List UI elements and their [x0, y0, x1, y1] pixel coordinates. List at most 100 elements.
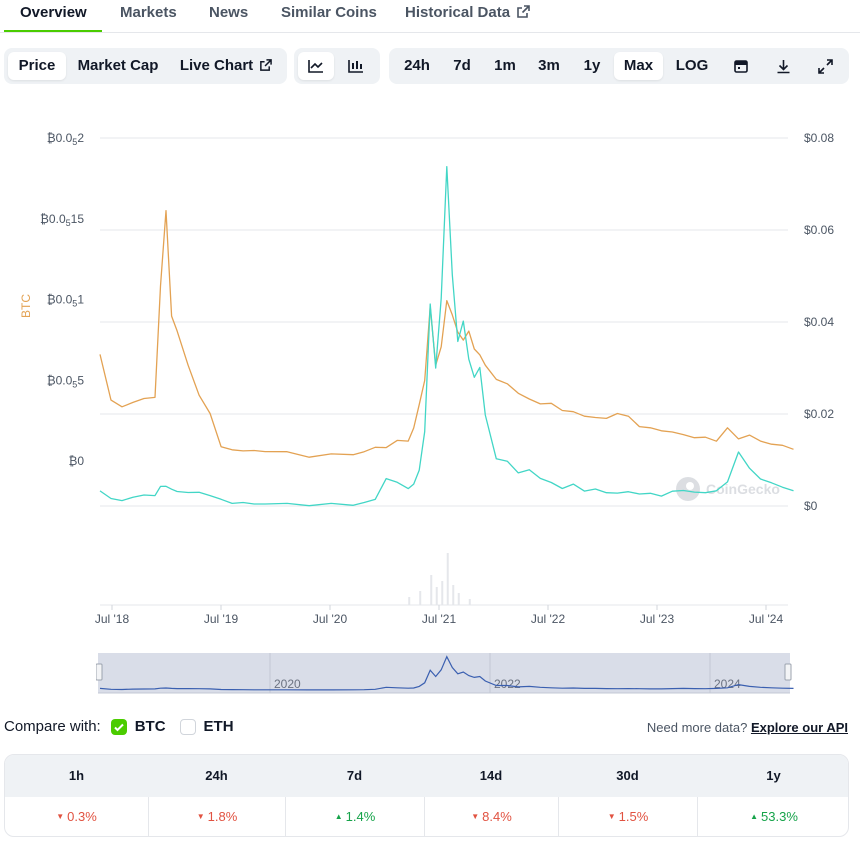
volume-bar — [435, 587, 438, 605]
down-triangle-icon: ▼ — [56, 812, 65, 821]
up-triangle-icon: ▲ — [334, 812, 343, 821]
change-1h: ▼ 0.3% — [5, 797, 148, 836]
y-left-tick-label: ₿0.051 — [47, 293, 85, 309]
live-chart-button[interactable]: Live Chart — [170, 52, 282, 80]
log-scale-button[interactable]: LOG — [675, 57, 709, 74]
navigator-line — [99, 655, 794, 691]
tab-news[interactable]: News — [209, 4, 249, 21]
price-chart[interactable]: BTC ₿0.052₿0.0515₿0.051₿0.055₿0 $0.08$0.… — [0, 120, 860, 630]
down-triangle-icon: ▼ — [607, 812, 616, 821]
x-tick-label: Jul '22 — [531, 612, 566, 626]
range-max-button[interactable]: Max — [614, 52, 663, 80]
chart-series — [99, 165, 794, 507]
compare-btc-label: BTC — [134, 718, 166, 735]
volume-bar — [441, 581, 444, 605]
time-range-toggle: 24h 7d 1m 3m 1y Max LOG — [389, 48, 849, 84]
change-7d-value: 1.4% — [345, 809, 376, 824]
y-right-tick-label: $0 — [804, 499, 818, 513]
tabs-divider — [0, 32, 860, 33]
range-24h-button[interactable]: 24h — [404, 57, 430, 74]
explore-api-link[interactable]: Explore our API — [750, 720, 848, 735]
x-tick-label: Jul '18 — [95, 612, 130, 626]
y-left-tick-label: ₿0.0515 — [40, 212, 84, 228]
x-tick-label: Jul '20 — [313, 612, 348, 626]
y-axis-title: BTC — [19, 294, 33, 318]
navigator-label-2022: 2022 — [494, 677, 521, 691]
down-triangle-icon: ▼ — [196, 812, 205, 821]
x-tick-label: Jul '19 — [204, 612, 239, 626]
series-line-0 — [99, 210, 794, 458]
compare-btc-checkbox[interactable] — [110, 718, 127, 735]
navigator-label-2024: 2024 — [714, 677, 741, 691]
y-axis-left: ₿0.052 ₿0.0515 ₿0.051 ₿0.055 ₿0 — [40, 131, 84, 468]
volume-bar — [457, 593, 460, 605]
tab-overview[interactable]: Overview — [20, 4, 87, 21]
expand-icon — [817, 58, 833, 74]
volume-bar — [408, 597, 411, 605]
x-tick-label: Jul '21 — [422, 612, 457, 626]
navigator-left-handle[interactable] — [96, 663, 103, 681]
price-change-header — [5, 755, 848, 797]
range-7d-button[interactable]: 7d — [453, 57, 471, 74]
calendar-icon — [734, 60, 748, 73]
y-right-tick-label: $0.02 — [804, 407, 834, 421]
volume-bar — [430, 575, 433, 605]
down-triangle-icon: ▼ — [471, 812, 480, 821]
market-cap-button[interactable]: Market Cap — [77, 57, 159, 74]
header-7d: 7d — [346, 768, 363, 783]
watermark-text: CoinGecko — [706, 481, 780, 497]
volume-bars — [408, 553, 471, 605]
chart-type-toggle — [294, 48, 380, 84]
x-tick-label: Jul '23 — [640, 612, 675, 626]
change-1y-value: 53.3% — [761, 809, 798, 824]
navigator-right-handle[interactable] — [784, 663, 792, 681]
x-tick-label: Jul '24 — [749, 612, 784, 626]
price-button[interactable]: Price — [8, 52, 66, 80]
change-24h: ▼ 1.8% — [148, 797, 285, 836]
y-right-tick-label: $0.08 — [804, 131, 834, 145]
tab-historical-data[interactable]: Historical Data — [405, 4, 530, 21]
external-link-icon — [517, 5, 530, 18]
change-14d: ▼ 8.4% — [424, 797, 558, 836]
range-1y-button[interactable]: 1y — [583, 57, 601, 74]
chart-gridlines — [100, 137, 788, 606]
live-chart-label: Live Chart — [179, 57, 254, 74]
line-chart-button[interactable] — [298, 52, 334, 80]
compare-label: Compare with: — [4, 718, 101, 735]
change-24h-value: 1.8% — [207, 809, 238, 824]
download-icon — [777, 59, 789, 73]
change-30d-value: 1.5% — [618, 809, 649, 824]
data-type-toggle: Price Market Cap Live Chart — [4, 48, 287, 84]
coingecko-watermark: CoinGecko — [676, 477, 780, 501]
header-1y: 1y — [766, 768, 781, 783]
volume-bar — [452, 585, 455, 605]
external-link-icon — [260, 59, 272, 71]
api-promo: Need more data? Explore our API — [647, 720, 848, 735]
range-1m-button[interactable]: 1m — [494, 57, 516, 74]
header-14d: 14d — [479, 768, 503, 783]
y-axis-right: $0.08 $0.06 $0.04 $0.02 $0 — [804, 131, 834, 513]
candlestick-chart-button[interactable] — [338, 52, 374, 80]
fullscreen-button[interactable] — [807, 52, 843, 80]
download-button[interactable] — [765, 52, 801, 80]
check-icon — [113, 723, 124, 731]
active-tab-indicator — [4, 30, 102, 32]
range-3m-button[interactable]: 3m — [538, 57, 560, 74]
change-1h-value: 0.3% — [67, 809, 97, 824]
series-line-1 — [99, 165, 794, 507]
change-30d: ▼ 1.5% — [558, 797, 697, 836]
compare-eth-checkbox[interactable] — [179, 718, 196, 735]
tab-historical-data-label: Historical Data — [405, 4, 511, 21]
tab-markets[interactable]: Markets — [120, 4, 177, 21]
y-right-tick-label: $0.04 — [804, 315, 834, 329]
price-change-table: 1h 24h 7d 14d 30d 1y ▼ 0.3% ▼ 1.8% ▲ 1.4% ▼… — [4, 754, 849, 837]
top-tabs: Overview Markets News Similar Coins Hist… — [0, 0, 860, 34]
api-promo-text: Need more data? — [646, 720, 748, 735]
line-chart-icon — [308, 60, 323, 73]
tab-similar-coins[interactable]: Similar Coins — [281, 4, 377, 21]
header-1h: 1h — [68, 768, 85, 783]
calendar-button[interactable] — [723, 52, 759, 80]
range-navigator[interactable]: 2020 2022 2024 — [96, 650, 796, 696]
change-1y: ▲ 53.3% — [697, 797, 848, 836]
y-left-tick-label: ₿0 — [68, 454, 84, 468]
